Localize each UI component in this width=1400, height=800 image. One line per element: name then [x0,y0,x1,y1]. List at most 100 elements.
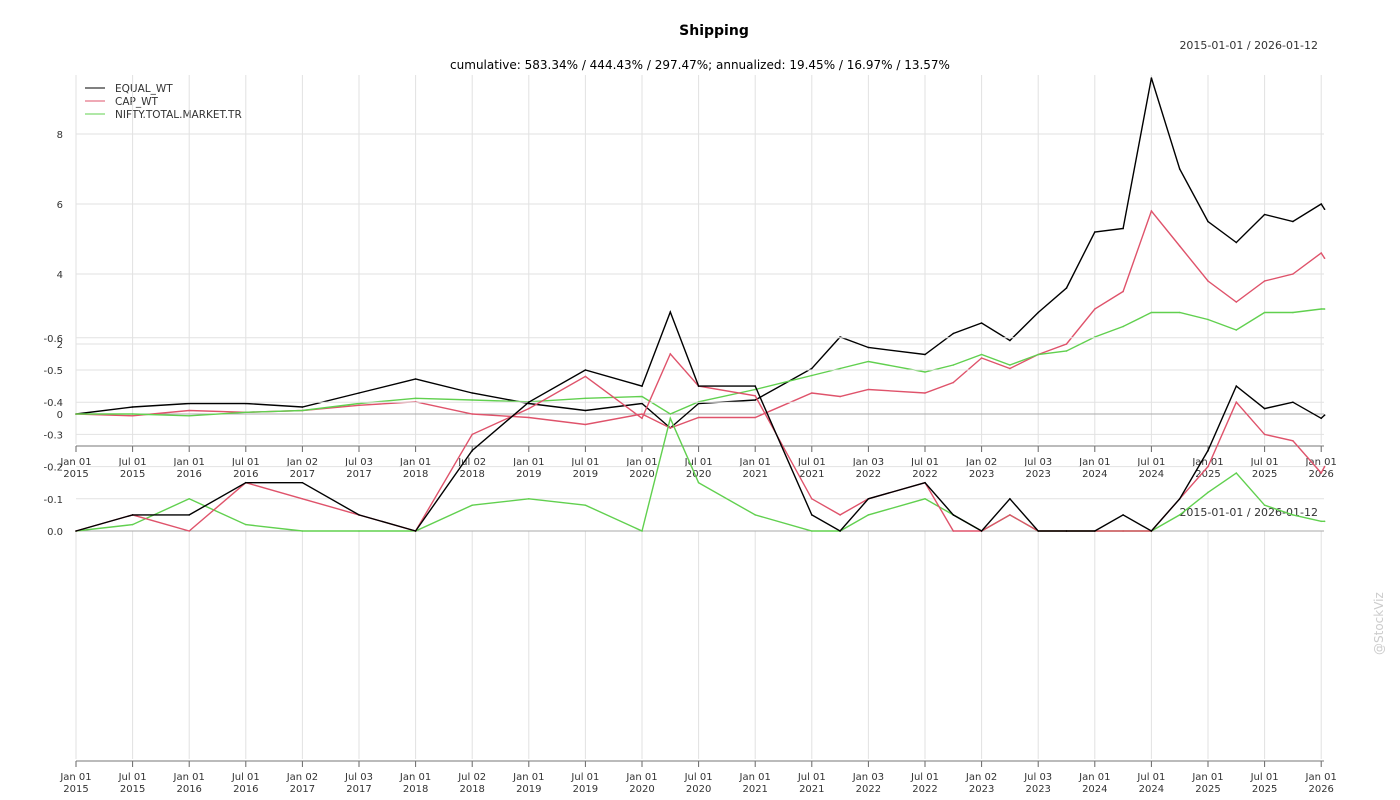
data-point [528,416,530,419]
y-tick-label: -0.4 [43,398,63,409]
data-point [669,353,672,355]
x-tick-label: Jan 01 [1078,772,1110,783]
data-point [811,392,813,394]
x-tick-label: Jul 01 [570,457,599,468]
y-tick-label: -0.6 [43,334,63,345]
data-point [301,498,304,500]
x-tick-label: Jan 02 [286,457,318,468]
x-tick-label: 2025 [1195,469,1220,480]
x-tick-label: 2026 [1308,469,1333,480]
data-point [75,413,77,415]
data-point [867,346,870,349]
x-tick-label: Jul 01 [1136,772,1165,783]
data-point [358,404,360,407]
data-point [245,402,247,405]
data-point [1263,311,1266,314]
data-point [980,322,983,324]
x-tick-label: 2019 [516,784,541,795]
x-tick-label: 2024 [1082,784,1107,795]
x-tick-label: Jan 03 [852,457,884,468]
x-tick-label: 2020 [686,784,711,795]
data-point [1263,433,1266,436]
x-tick-label: Jul 03 [344,772,373,783]
y-tick-label: -0.3 [43,430,63,441]
y-tick-label: 2 [57,340,63,351]
data-point [1150,77,1153,79]
x-tick-label: Jan 02 [286,772,318,783]
data-point [754,416,756,419]
data-point [1207,449,1209,452]
x-tick-label: Jan 01 [399,457,431,468]
data-point [1094,231,1096,233]
top-date-range: 2015-01-01 / 2026-01-12 [1179,39,1318,52]
x-tick-label: 2015 [63,469,88,480]
data-point [1323,465,1326,468]
x-tick-label: 2022 [912,469,937,480]
x-tick-label: 2024 [1139,469,1164,480]
data-point [188,514,190,516]
data-point [584,504,587,507]
data-point [131,413,134,415]
data-point [1320,308,1322,310]
data-point [1207,491,1209,494]
x-tick-label: 2021 [742,469,767,480]
x-tick-label: Jan 01 [1191,457,1223,468]
x-tick-label: 2018 [459,469,484,480]
data-point [867,388,870,391]
data-point [1009,514,1011,516]
data-point [1122,514,1124,516]
x-tick-label: 2020 [629,784,654,795]
watermark: @StockViz [1372,592,1386,655]
x-tick-label: Jan 01 [59,457,91,468]
data-point [584,397,587,400]
data-point [471,504,474,507]
x-tick-label: 2025 [1252,469,1277,480]
x-tick-label: 2016 [176,784,201,795]
data-point [980,357,983,359]
data-point [188,498,190,500]
y-tick-label: 4 [57,270,63,281]
data-point [1207,465,1209,468]
data-point [754,399,756,401]
x-tick-label: 2020 [629,469,654,480]
data-point [1263,504,1266,507]
data-point [1207,220,1209,223]
x-tick-label: 2015 [120,784,145,795]
x-tick-label: 2018 [403,784,428,795]
x-tick-label: 2022 [856,469,881,480]
data-point [471,449,474,452]
data-point [471,399,474,401]
data-point [1235,329,1238,331]
data-point [641,395,643,398]
x-tick-label: 2021 [799,469,824,480]
data-point [754,388,756,391]
x-tick-label: 2020 [686,469,711,480]
data-point [669,427,672,429]
data-point [1292,514,1294,516]
data-point [952,381,955,384]
x-tick-label: Jan 01 [399,772,431,783]
data-point [924,371,926,373]
x-tick-label: Jan 01 [512,772,544,783]
data-point [754,514,756,516]
data-point [1292,440,1294,442]
data-point [697,416,700,419]
x-tick-label: 2023 [969,784,994,795]
chart-subtitle: cumulative: 583.34% / 444.43% / 297.47%;… [450,58,950,72]
x-tick-label: 2021 [742,784,767,795]
data-point [697,402,700,405]
data-point [1065,530,1068,532]
data-point [471,392,474,394]
chart-title: Shipping [679,23,749,39]
data-point [1178,168,1181,170]
data-point [358,402,360,405]
data-point [1207,280,1209,282]
x-tick-label: Jan 01 [739,772,771,783]
data-point [1292,220,1294,223]
data-point [754,385,756,387]
data-point [1094,308,1096,310]
data-point [697,385,700,387]
data-point [528,498,530,500]
data-point [839,530,841,532]
